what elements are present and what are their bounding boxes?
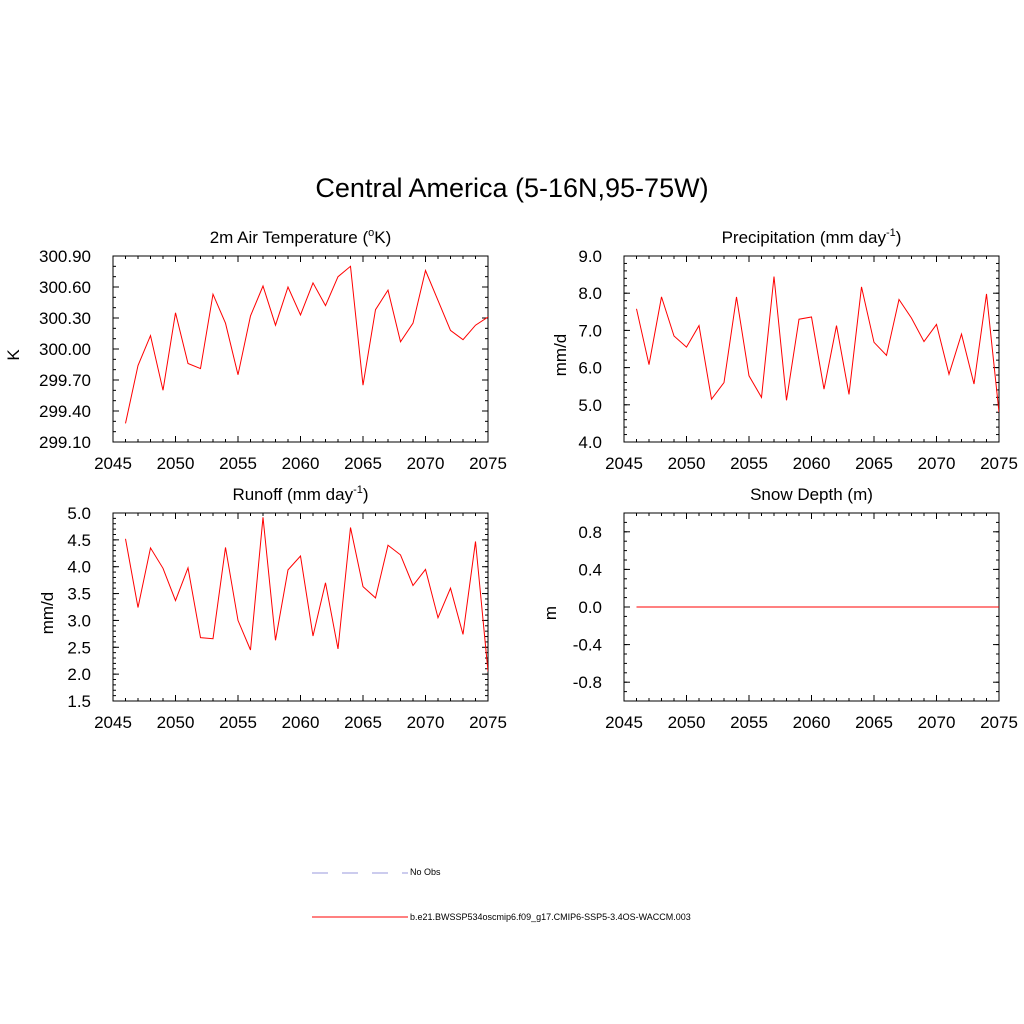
y-tick-label: 299.10	[39, 433, 91, 452]
x-tick-label: 2055	[219, 713, 257, 732]
y-tick-label: 5.0	[578, 396, 602, 415]
y-tick-label: 4.0	[578, 433, 602, 452]
y-tick-label: 300.00	[39, 340, 91, 359]
legend-label-no-obs: No Obs	[410, 867, 441, 877]
x-tick-label: 2055	[219, 454, 257, 473]
y-tick-label: 300.90	[39, 247, 91, 266]
x-tick-label: 2045	[94, 713, 132, 732]
legend-line-no-obs	[312, 872, 408, 874]
x-tick-label: 2050	[157, 454, 195, 473]
y-tick-label: 9.0	[578, 247, 602, 266]
y-axis-label: K	[4, 349, 23, 361]
y-tick-label: -0.4	[573, 636, 602, 655]
figure-title: Central America (5-16N,95-75W)	[315, 173, 709, 203]
panel-3: 2045 2050 2055 2060 2065 2070 2075 1.5 2.0 2.5 3.0…	[38, 484, 507, 732]
panel-title: Snow Depth (m)	[750, 485, 873, 504]
y-axis-label: mm/d	[38, 592, 57, 635]
panel-title: 2m Air Temperature (oK)	[210, 227, 392, 247]
x-tick-label: 2070	[918, 713, 956, 732]
legend-label-model: b.e21.BWSSP534oscmip6.f09_g17.CMIP6-SSP5…	[410, 912, 691, 922]
y-tick-label: 8.0	[578, 284, 602, 303]
y-tick-label: 7.0	[578, 321, 602, 340]
series-line	[125, 517, 488, 672]
y-tick-label: 1.5	[67, 692, 91, 711]
x-tick-label: 2065	[855, 713, 893, 732]
x-tick-label: 2060	[282, 454, 320, 473]
x-tick-label: 2050	[668, 713, 706, 732]
x-tick-label: 2045	[605, 713, 643, 732]
x-tick-label: 2045	[605, 454, 643, 473]
y-tick-label: 2.0	[67, 665, 91, 684]
x-tick-label: 2065	[344, 713, 382, 732]
y-axis-label: mm/d	[551, 334, 570, 377]
y-tick-label: 3.0	[67, 611, 91, 630]
legend-line-model	[312, 916, 408, 918]
y-axis-label: m	[541, 606, 560, 620]
panel-1: 2045 2050 2055 2060 2065 2070 2075 299.10 299.40…	[4, 227, 507, 473]
y-tick-label: 0.8	[578, 523, 602, 542]
x-tick-label: 2070	[918, 454, 956, 473]
y-tick-label: 300.30	[39, 309, 91, 328]
x-tick-label: 2055	[730, 713, 768, 732]
x-tick-label: 2070	[407, 713, 445, 732]
y-tick-label: 0.4	[578, 560, 602, 579]
x-tick-label: 2075	[469, 713, 507, 732]
panel-title: Runoff (mm day-1)	[232, 484, 368, 504]
series-line	[636, 276, 999, 413]
plot-frame	[112, 512, 489, 702]
panel-4: 2045 2050 2055 2060 2065 2070 2075 -0.8 -0.4 0.0 0…	[541, 485, 1018, 732]
y-tick-label: 4.5	[67, 531, 91, 550]
x-tick-label: 2060	[793, 713, 831, 732]
x-tick-label: 2065	[855, 454, 893, 473]
x-tick-label: 2060	[282, 713, 320, 732]
panel-title: Precipitation (mm day-1)	[722, 227, 902, 247]
x-tick-label: 2075	[980, 454, 1018, 473]
x-tick-label: 2060	[793, 454, 831, 473]
x-tick-label: 2070	[407, 454, 445, 473]
y-tick-label: -0.8	[573, 673, 602, 692]
x-tick-label: 2075	[469, 454, 507, 473]
y-tick-label: 299.40	[39, 402, 91, 421]
y-tick-label: 3.5	[67, 585, 91, 604]
x-tick-label: 2045	[94, 454, 132, 473]
y-tick-label: 0.0	[578, 598, 602, 617]
x-tick-label: 2050	[157, 713, 195, 732]
x-tick-label: 2050	[668, 454, 706, 473]
series-line	[125, 265, 488, 424]
x-tick-label: 2075	[980, 713, 1018, 732]
panel-2: 2045 2050 2055 2060 2065 2070 2075 4.0 5.0 6.0 7.0…	[551, 227, 1018, 473]
x-tick-label: 2065	[344, 454, 382, 473]
y-tick-label: 2.5	[67, 638, 91, 657]
y-tick-label: 4.0	[67, 558, 91, 577]
y-tick-label: 300.60	[39, 278, 91, 297]
y-tick-label: 299.70	[39, 371, 91, 390]
x-tick-label: 2055	[730, 454, 768, 473]
y-tick-label: 5.0	[67, 504, 91, 523]
y-tick-label: 6.0	[578, 359, 602, 378]
